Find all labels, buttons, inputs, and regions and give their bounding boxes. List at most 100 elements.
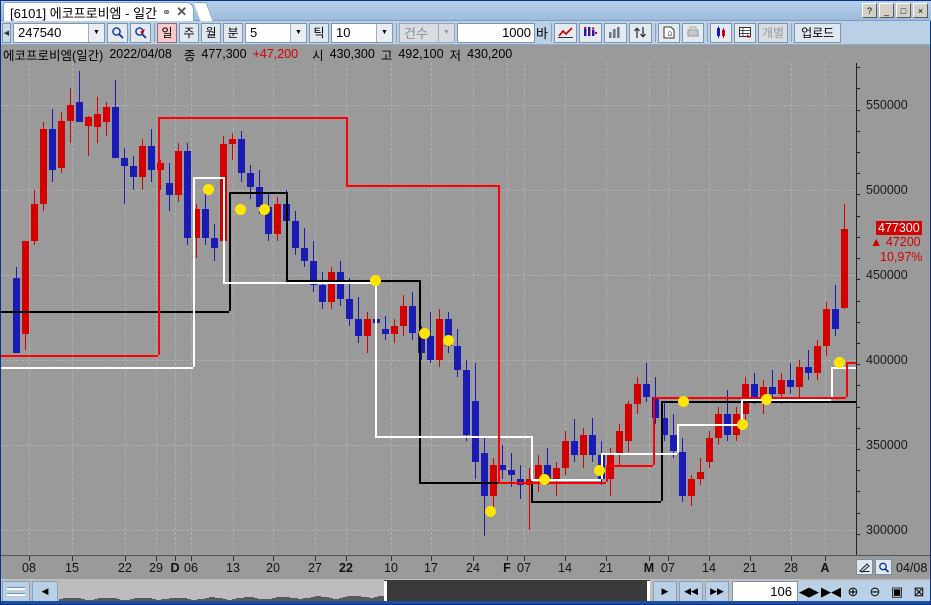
zoom-in-icon[interactable]: ⊕ — [842, 581, 864, 602]
grid-line-v — [606, 63, 607, 555]
chevron-down-icon[interactable]: ▼ — [290, 23, 306, 42]
triangle-left-icon[interactable]: ◀ — [32, 581, 58, 602]
minimize-button[interactable]: _ — [879, 3, 894, 18]
toolbar-scroll-left-icon[interactable]: ◀ — [2, 22, 11, 43]
axis-tick — [856, 109, 860, 111]
overview-scroll-strip[interactable] — [59, 580, 650, 603]
axis-tick — [856, 385, 860, 387]
candle-body — [706, 437, 713, 462]
page-data-icon[interactable]: D — [657, 22, 680, 43]
candle-body — [211, 237, 218, 248]
grid-line-v — [391, 63, 392, 555]
zoom-out-icon[interactable]: ⊖ — [864, 581, 886, 602]
quote-info-bar: 에코프로비엠(일간) 2022/04/08 종 477,300 +47,200 … — [1, 45, 930, 63]
date-tick-label: 22 — [339, 561, 353, 575]
candle-body — [193, 208, 200, 238]
overview-volume-bar — [271, 598, 279, 603]
grid-line-v — [431, 63, 432, 555]
tab-slant-decoration — [193, 2, 214, 21]
print-icon — [681, 22, 704, 43]
close-icon[interactable]: ✕ — [176, 4, 188, 19]
overview-volume-bar — [283, 597, 290, 603]
grid-table-icon[interactable] — [733, 22, 756, 43]
candle-body — [274, 203, 281, 235]
updown-arrow-icon[interactable] — [628, 22, 652, 43]
upload-button[interactable]: 업로드 — [794, 22, 842, 43]
overlay-step-segment — [498, 482, 606, 485]
window-tab[interactable]: [6101] 에코프로비엠 - 일간 ⚭ ✕ — [3, 2, 195, 21]
price-axis[interactable]: 477300 ▲ 47200 10,97% 550000 500000 450000… — [856, 63, 930, 555]
fast-forward-icon[interactable]: ▶▶ — [705, 581, 729, 602]
period-week-button[interactable]: 주 — [179, 22, 199, 43]
date-tick-label: 20 — [266, 561, 280, 575]
candle-body — [319, 285, 326, 303]
overlay-step-segment — [229, 191, 286, 194]
trendline-icon[interactable] — [553, 22, 577, 43]
bar-count-input[interactable]: 1000 — [457, 22, 535, 43]
close-button[interactable]: × — [913, 3, 928, 18]
date-tick-label: 13 — [226, 561, 240, 575]
link-icon[interactable]: ⚭ — [162, 6, 172, 19]
date-axis-zoom-icon[interactable] — [875, 559, 892, 575]
candle-scatter-icon[interactable] — [578, 22, 602, 43]
date-tick-label: 27 — [308, 561, 322, 575]
overview-volume-bar — [354, 596, 361, 603]
visible-bar-count-input[interactable]: 106 — [732, 581, 798, 602]
signal-marker — [419, 327, 430, 339]
help-button[interactable]: ? — [862, 3, 877, 18]
maximize-button[interactable]: □ — [896, 3, 911, 18]
close-box-icon[interactable]: ⊠ — [908, 581, 930, 602]
search-icon[interactable] — [107, 22, 128, 43]
thumb-left-handle[interactable] — [384, 581, 388, 602]
date-tick — [668, 556, 669, 561]
candle-body — [445, 319, 452, 347]
date-tick-label: 22 — [118, 561, 132, 575]
axis-tick — [856, 194, 860, 196]
date-axis[interactable]: 04/08 08 15 22 29 D 06 13 20 27 22 10 17 24 F 07 14 21 M 0… — [1, 555, 930, 579]
axis-tick-label: 350000 — [866, 437, 908, 452]
period-minute-button[interactable]: 분 — [223, 22, 243, 43]
chart-area[interactable]: 477300 ▲ 47200 10,97% 550000 500000 450000… — [1, 63, 930, 555]
candle-wick — [574, 419, 575, 462]
tick-interval-combo[interactable]: 10 ▼ — [331, 22, 393, 43]
chevron-down-icon[interactable]: ▼ — [88, 23, 104, 42]
candle-body — [472, 400, 479, 462]
candle-body — [751, 383, 758, 398]
collapse-horizontal-icon[interactable]: ▶◀ — [820, 581, 842, 602]
period-tick-button[interactable]: 틱 — [309, 22, 329, 43]
minute-interval-combo[interactable]: 5 ▼ — [245, 22, 307, 43]
candle-toggle-icon[interactable] — [709, 22, 732, 43]
thumb-right-handle[interactable] — [646, 581, 650, 602]
grid-line-v — [191, 63, 192, 555]
grid-line-v — [791, 63, 792, 555]
pencil-icon[interactable] — [856, 559, 873, 575]
fit-screen-icon[interactable]: ▣ — [886, 581, 908, 602]
symbol-combo[interactable]: 247540 ▼ — [13, 22, 105, 43]
search-arrow-icon[interactable] — [130, 22, 151, 43]
rewind-icon[interactable]: ◀◀ — [679, 581, 703, 602]
date-tick-label: 07 — [661, 561, 675, 575]
period-day-button[interactable]: 일 — [157, 22, 177, 43]
period-month-button[interactable]: 월 — [201, 22, 221, 43]
overview-volume-bar — [346, 596, 353, 603]
chevron-down-icon[interactable]: ▼ — [376, 23, 392, 42]
candlestick-plot[interactable] — [1, 63, 856, 555]
bar-chart-icon[interactable] — [603, 22, 627, 43]
overview-volume-bar — [378, 596, 385, 603]
candle-body — [76, 102, 83, 123]
candle-body — [661, 417, 668, 435]
expand-horizontal-icon[interactable]: ◀▶ — [798, 581, 820, 602]
overlay-step-segment — [653, 397, 655, 466]
candle-body — [733, 414, 740, 435]
date-tick — [233, 556, 234, 561]
grid-line-v — [29, 63, 30, 555]
candle-body — [481, 453, 488, 496]
info-change-value: +47,200 — [252, 47, 299, 61]
grip-icon[interactable] — [2, 581, 30, 602]
overview-scroll-thumb[interactable] — [384, 580, 650, 603]
axis-tick-label: 300000 — [866, 522, 908, 537]
play-forward-icon[interactable]: ▶ — [653, 581, 677, 602]
status-strip — [1, 601, 930, 604]
candle-body — [409, 305, 416, 333]
